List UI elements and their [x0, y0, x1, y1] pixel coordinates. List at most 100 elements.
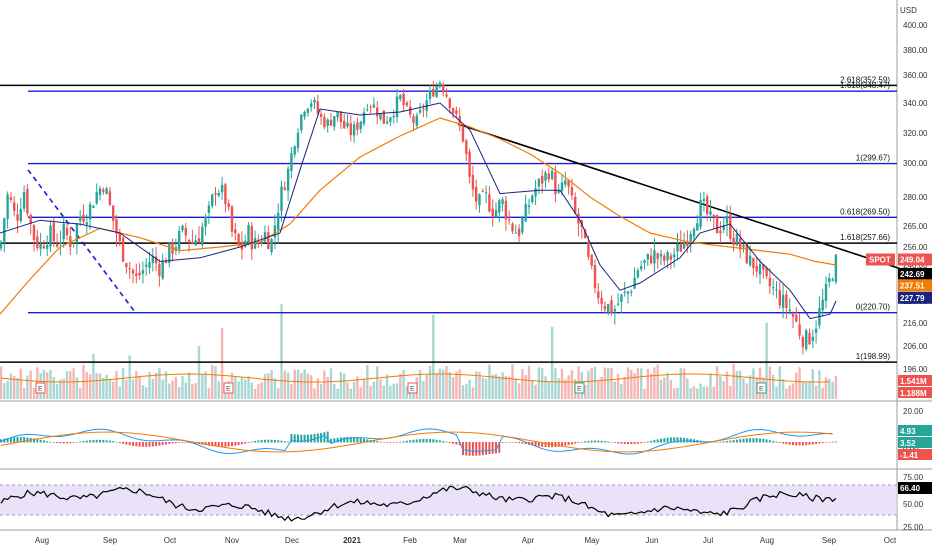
earnings-marker: [223, 382, 234, 394]
volume-bar: [69, 371, 72, 399]
fib-level-label: 1(198.99): [856, 352, 891, 361]
volume-bar: [145, 387, 148, 399]
volume-bar: [98, 373, 102, 399]
macd-histogram-bar: [633, 442, 636, 444]
candle-body: [663, 255, 666, 262]
macd-histogram-bar: [105, 440, 108, 443]
candle-body: [758, 263, 762, 275]
macd-histogram-bar: [726, 441, 728, 443]
volume-bar: [161, 379, 164, 399]
macd-histogram-bar: [603, 441, 606, 443]
macd-histogram-bar: [283, 441, 286, 443]
macd-histogram-bar: [831, 441, 834, 443]
candle-body: [362, 112, 366, 124]
candle-body: [511, 223, 514, 232]
macd-histogram-bar: [264, 439, 266, 443]
candle-body: [745, 243, 748, 264]
macd-histogram-bar: [808, 442, 811, 445]
macd-histogram-bar: [26, 437, 29, 443]
candle-body: [270, 239, 273, 252]
moving-average-fast: [0, 102, 837, 320]
macd-histogram-bar: [778, 442, 781, 443]
volume-bar: [204, 371, 207, 399]
moving-average-slow: [0, 117, 837, 315]
trendline: [27, 169, 136, 313]
macd-histogram-bar: [821, 442, 824, 444]
candle-body: [514, 232, 517, 234]
macd-histogram-bar: [204, 442, 207, 446]
volume-bar: [125, 380, 128, 399]
macd-histogram-bar: [148, 442, 151, 447]
volume-bar: [834, 375, 838, 399]
candle-body: [722, 225, 725, 230]
time-tick-label: Oct: [164, 536, 177, 545]
candle-body: [201, 226, 204, 245]
volume-bar: [544, 376, 547, 399]
candle-body: [359, 121, 362, 130]
candle-body: [277, 213, 280, 230]
volume-bar: [748, 375, 752, 399]
volume-bar: [666, 372, 669, 399]
macd-histogram-bar: [524, 442, 527, 445]
volume-bar: [244, 379, 247, 399]
candle-body: [755, 265, 758, 272]
candle-body: [613, 309, 616, 312]
macd-label-bg: [898, 437, 932, 448]
macd-histogram-bar: [679, 437, 682, 443]
candle-body: [194, 240, 197, 246]
candle-body: [306, 108, 310, 113]
volume-bar: [174, 376, 178, 399]
volume-bar: [62, 378, 65, 399]
price-tick-label: 206.00: [903, 342, 928, 351]
volume-bar: [319, 384, 323, 399]
macd-histogram-bar: [630, 442, 633, 445]
macd-histogram-bar: [759, 438, 761, 443]
macd-histogram-bar: [128, 442, 131, 446]
candle-body: [22, 192, 26, 209]
candle-body: [669, 255, 673, 260]
volume-bar: [715, 366, 719, 399]
macd-histogram-bar: [178, 442, 181, 443]
volume-bar: [471, 387, 475, 399]
candle-body: [706, 196, 709, 215]
macd-histogram-bar: [729, 440, 732, 443]
volume-bar: [422, 381, 425, 399]
volume-bar: [181, 375, 184, 399]
candle-body: [461, 126, 465, 142]
candle-body: [676, 244, 679, 252]
macd-histogram-bar: [49, 441, 52, 443]
macd-histogram-bar: [227, 442, 230, 447]
price-label: 249.04: [900, 256, 925, 265]
candle-body: [310, 103, 313, 107]
macd-histogram-bar: [686, 438, 689, 443]
symbol-badge-label: SPOT: [869, 256, 891, 265]
volume-bar: [197, 346, 201, 399]
macd-histogram-bar: [412, 439, 415, 443]
candle-body: [587, 242, 590, 257]
candle-body: [382, 110, 385, 124]
candle-body: [649, 255, 653, 264]
candle-body: [207, 205, 211, 214]
macd-histogram-bar: [485, 442, 488, 455]
candle-body: [692, 229, 696, 237]
volume-bar: [286, 372, 290, 399]
macd-histogram-bar: [125, 442, 128, 445]
volume-bar: [389, 385, 392, 399]
price-label: 227.79: [900, 294, 925, 303]
macd-histogram-bar: [561, 442, 563, 447]
candle-body: [656, 253, 659, 259]
volume-bar: [689, 388, 692, 399]
volume-bar: [108, 379, 112, 399]
volume-bar: [184, 382, 187, 399]
fib-levels: 2.618(352.59)1.618(348.47) 1(299.67) 0.618…: [0, 75, 897, 363]
volume-bar: [220, 328, 224, 399]
macd-histogram-bar: [231, 442, 233, 447]
candle-body: [26, 188, 29, 214]
candle-body: [475, 186, 478, 202]
candle-body: [682, 241, 686, 249]
macd-histogram-bar: [89, 440, 92, 443]
macd-histogram-bar: [277, 440, 280, 443]
volume-bar: [395, 383, 399, 399]
